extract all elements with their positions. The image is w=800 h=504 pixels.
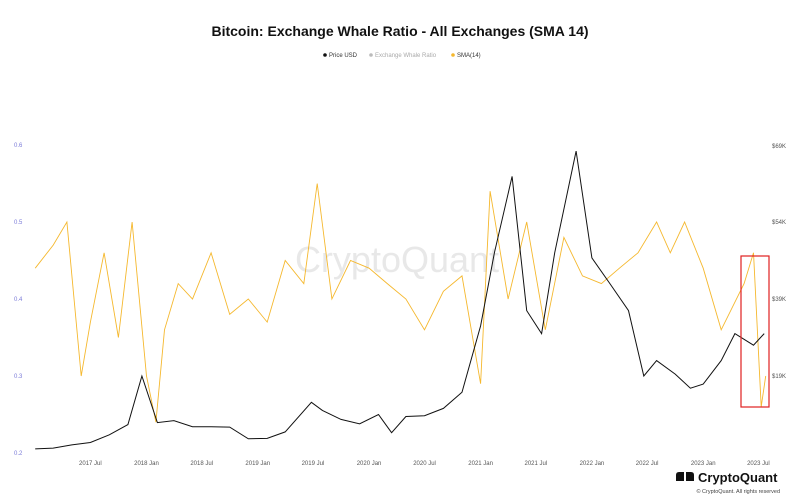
x-tick-label: 2020 Jul: [413, 461, 436, 467]
legend: Price USD Exchange Whale Ratio SMA(14): [323, 53, 481, 59]
series-line-price: [35, 150, 765, 450]
legend-marker-price: [323, 53, 327, 57]
x-tick-label: 2019 Jan: [245, 461, 270, 467]
x-tick-label: 2021 Jan: [468, 461, 493, 467]
y-right-tick-label: $69K: [772, 144, 786, 150]
cryptoquant-logo: CryptoQuant: [676, 470, 778, 485]
legend-item-price[interactable]: Price USD: [323, 53, 358, 59]
y-left-tick-label: 0.6: [14, 143, 23, 149]
legend-item-sma[interactable]: SMA(14): [451, 53, 481, 59]
x-tick-label: 2022 Jul: [636, 461, 659, 467]
y-left-tick-label: 0.4: [14, 297, 23, 303]
cryptoquant-logo-text: CryptoQuant: [698, 470, 778, 485]
legend-marker-sma: [451, 53, 455, 57]
y-left-ticks: 0.2 0.3 0.4 0.5 0.6: [14, 143, 23, 457]
legend-label-price: Price USD: [329, 53, 358, 59]
chart-title: Bitcoin: Exchange Whale Ratio - All Exch…: [211, 23, 588, 39]
y-right-ticks: $19K $39K $54K $69K: [772, 144, 786, 380]
highlight-box: [740, 255, 770, 408]
x-tick-label: 2021 Jul: [524, 461, 547, 467]
y-right-tick-label: $19K: [772, 374, 786, 380]
x-tick-label: 2019 Jul: [302, 461, 325, 467]
legend-item-whale-ratio[interactable]: Exchange Whale Ratio: [369, 53, 437, 59]
legend-label-sma: SMA(14): [457, 53, 481, 59]
y-left-tick-label: 0.2: [14, 451, 23, 457]
y-left-tick-label: 0.3: [14, 374, 23, 380]
watermark: CryptoQuant: [295, 239, 499, 280]
x-tick-label: 2017 Jul: [79, 461, 102, 467]
legend-marker-whale-ratio: [369, 53, 373, 57]
y-left-tick-label: 0.5: [14, 220, 23, 226]
cryptoquant-logo-icon: [676, 472, 694, 481]
legend-label-whale-ratio: Exchange Whale Ratio: [375, 53, 437, 59]
x-tick-label: 2022 Jan: [580, 461, 605, 467]
series-line-sma: [34, 183, 767, 423]
copyright-text: © CryptoQuant. All rights reserved: [696, 488, 780, 495]
x-tick-label: 2018 Jul: [190, 461, 213, 467]
y-right-tick-label: $54K: [772, 220, 786, 226]
x-tick-label: 2023 Jan: [691, 461, 716, 467]
x-tick-label: 2023 Jul: [747, 461, 770, 467]
x-ticks: 2017 Jul 2018 Jan 2018 Jul 2019 Jan 2019 Jul…: [79, 461, 770, 467]
x-tick-label: 2018 Jan: [134, 461, 159, 467]
x-tick-label: 2020 Jan: [357, 461, 382, 467]
y-right-tick-label: $39K: [772, 297, 786, 303]
